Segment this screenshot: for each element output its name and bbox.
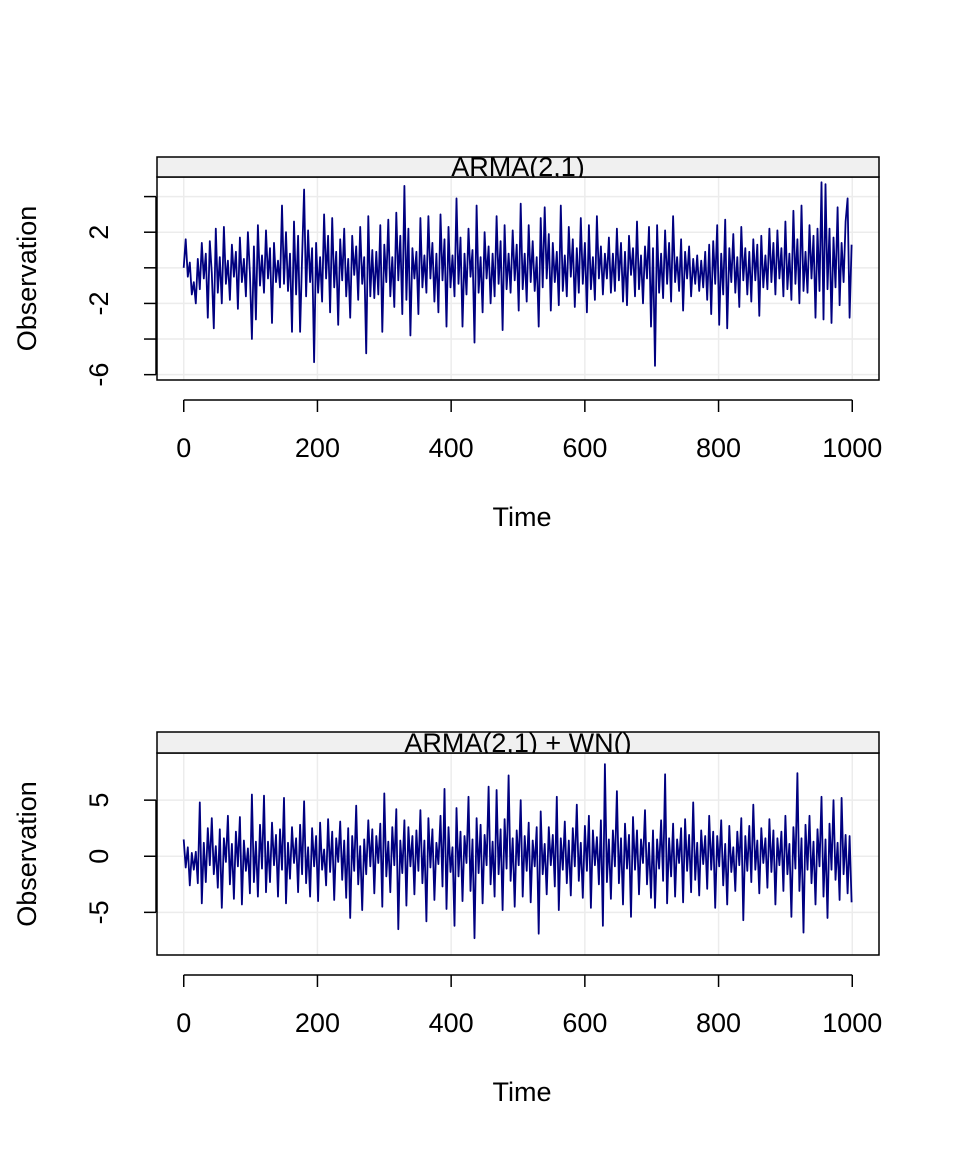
x-tick-label: 400 (429, 1008, 474, 1038)
series-line (182, 181, 853, 367)
series-line (182, 763, 853, 940)
panel-arma21: ARMA(2,1) 0 200 400 600 800 1000 Time -6 -2 2 Obser… (12, 152, 882, 532)
x-tick-label: 200 (295, 1008, 340, 1038)
chart-title: ARMA(2,1) + WN() (404, 728, 631, 758)
strip-header (156, 731, 880, 754)
y-axis-label: Observation (12, 206, 42, 352)
y-tick-label: 5 (84, 793, 114, 808)
x-tick-label: 400 (429, 433, 474, 463)
y-tick-label: 0 (84, 849, 114, 864)
x-tick-label: 0 (176, 433, 191, 463)
y-tick-label: 2 (84, 225, 114, 240)
x-axis-label: Time (493, 1077, 552, 1107)
y-tick-label: -2 (84, 291, 114, 315)
x-tick-label: 800 (696, 433, 741, 463)
x-tick-label: 1000 (822, 1008, 882, 1038)
strip-header (156, 156, 880, 178)
x-tick-label: 600 (562, 433, 607, 463)
y-tick-label: -6 (84, 363, 114, 387)
x-tick-label: 1000 (822, 433, 882, 463)
chart-title: ARMA(2,1) (451, 152, 585, 182)
x-tick-label: 800 (696, 1008, 741, 1038)
y-tick-label: -5 (84, 900, 114, 924)
x-tick-label: 0 (176, 1008, 191, 1038)
x-tick-label: 600 (562, 1008, 607, 1038)
x-tick-label: 200 (295, 433, 340, 463)
x-axis-label: Time (493, 502, 552, 532)
y-axis-label: Observation (12, 781, 42, 927)
panel-arma21-plus-wn: ARMA(2,1) + WN() 0 200 400 600 800 1000 Time -5 0… (12, 728, 882, 1107)
